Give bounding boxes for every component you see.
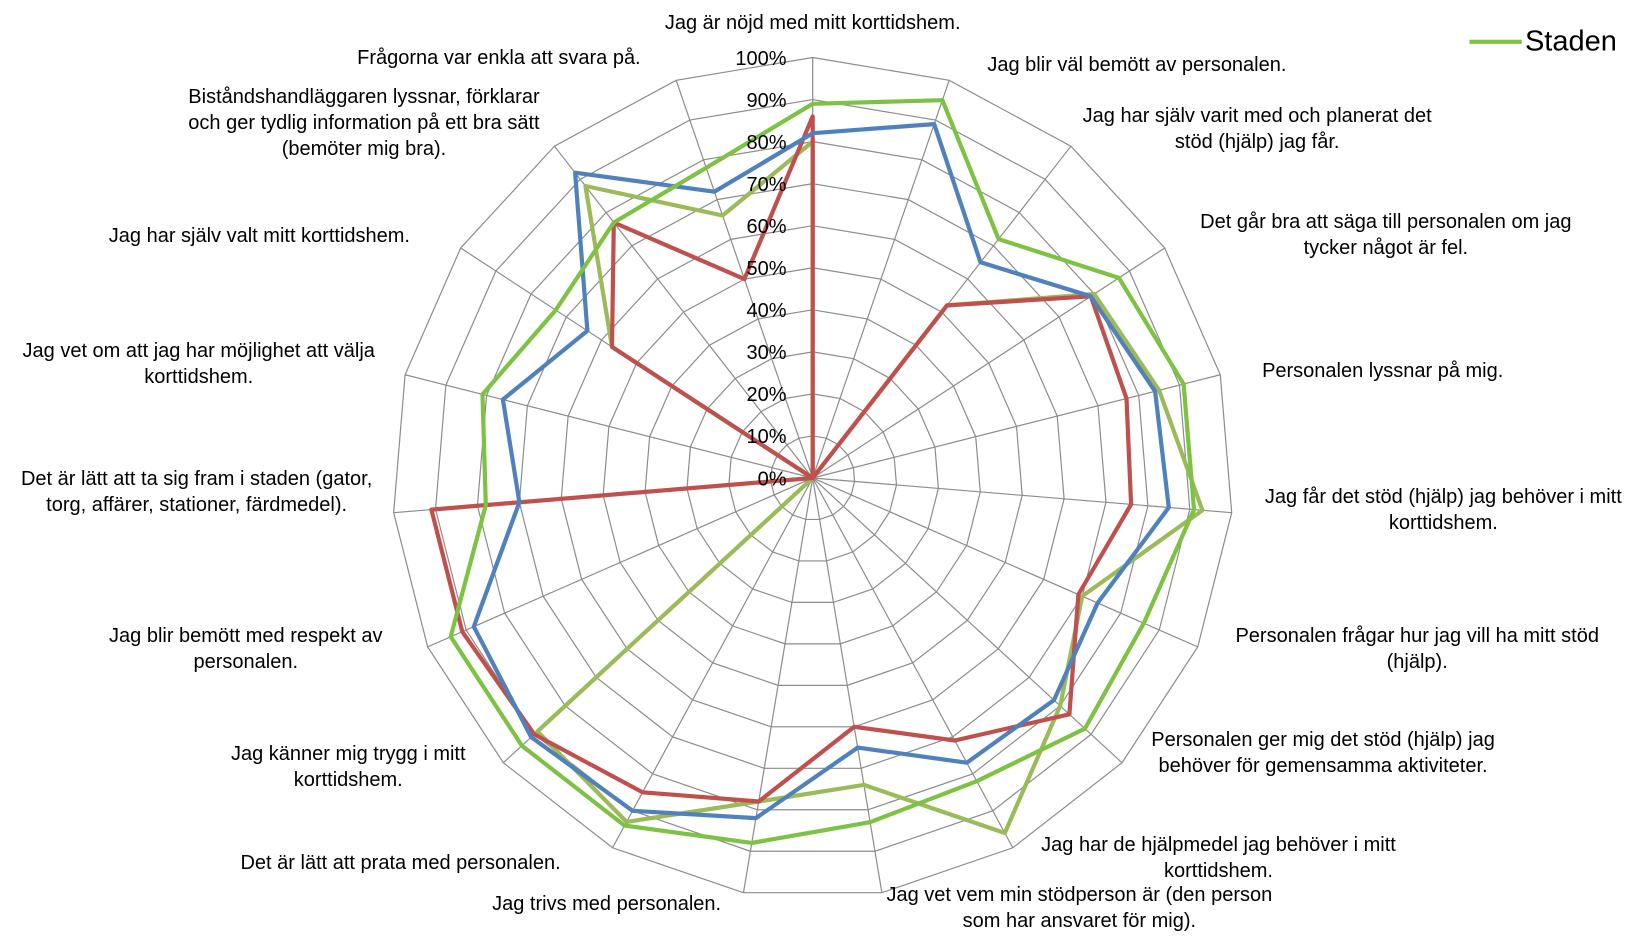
spoke [812, 247, 1166, 479]
spoke [812, 477, 1232, 514]
series-line [448, 98, 1197, 845]
grid-ring [434, 98, 1191, 852]
grid-ring [686, 351, 939, 604]
grid-ring [644, 309, 981, 645]
spoke [812, 477, 1198, 648]
spoke [742, 477, 814, 893]
category-label: Personalen ger mig det stöd (hjälp) jag … [1151, 728, 1495, 777]
axis-tick-label: 10% [746, 426, 786, 448]
spoke [404, 374, 813, 479]
spoke [812, 374, 1221, 479]
axis-tick-label: 30% [746, 342, 786, 364]
axis-tick-label: 0% [758, 468, 787, 490]
category-label: Jag blir bemött med respekt av personale… [109, 625, 383, 674]
category-label: Jag har själv varit med och planerat det… [1082, 104, 1432, 153]
axis-tick-label: 20% [746, 384, 786, 406]
category-label: Jag har själv valt mitt korttidshem. [108, 224, 410, 247]
series-line [471, 122, 1171, 821]
grid-ring [393, 56, 1233, 894]
grid-ring [602, 267, 1023, 686]
legend-label: Staden [1525, 25, 1617, 57]
spoke [553, 145, 814, 479]
grid-ring [560, 225, 1065, 728]
grid-ring [518, 183, 1107, 769]
category-label: Jag vet om att jag har möjlighet att väl… [22, 339, 375, 388]
axis-tick-label: 60% [746, 216, 786, 238]
category-label: Personalen lyssnar på mig. [1262, 359, 1504, 382]
axis-tick-label: 40% [746, 300, 786, 322]
category-label: Det är lätt att prata med personalen. [240, 852, 561, 875]
axis-tick-label: 50% [746, 258, 786, 280]
category-label: Jag blir väl bemött av personalen. [987, 54, 1287, 77]
spoke [812, 477, 1014, 849]
category-label: Jag känner mig trygg i mitt korttidshem. [231, 742, 466, 791]
category-label: Jag vet vem min stödperson är (den perso… [886, 883, 1273, 932]
category-label: Biståndshandläggaren lyssnar, förklarar … [188, 85, 540, 160]
category-label: Jag är nöjd med mitt korttidshem. [664, 12, 961, 35]
grid-ring [728, 393, 898, 562]
category-label: Det är lätt att ta sig fram i staden (ga… [20, 468, 373, 517]
category-label: Jag trivs med personalen. [492, 893, 722, 916]
spoke [427, 477, 813, 648]
grid-ring [770, 435, 856, 521]
spoke [812, 80, 950, 479]
category-label: Personalen frågar hur jag vill ha mitt s… [1235, 625, 1599, 674]
category-label: Jag får det stöd (hjälp) jag behöver i m… [1264, 486, 1622, 535]
axis-tick-label: 70% [746, 174, 786, 196]
category-label: Det går bra att säga till personalen om … [1200, 211, 1572, 260]
category-label: Jag har de hjälpmedel jag behöver i mitt… [1041, 833, 1396, 882]
spoke [612, 477, 814, 849]
axis-tick-label: 80% [746, 132, 786, 154]
series-line [429, 114, 1134, 804]
category-label: Frågorna var enkla att svara på. [357, 46, 641, 69]
axis-tick-label: 100% [735, 48, 786, 70]
axis-tick-label: 90% [746, 90, 786, 112]
